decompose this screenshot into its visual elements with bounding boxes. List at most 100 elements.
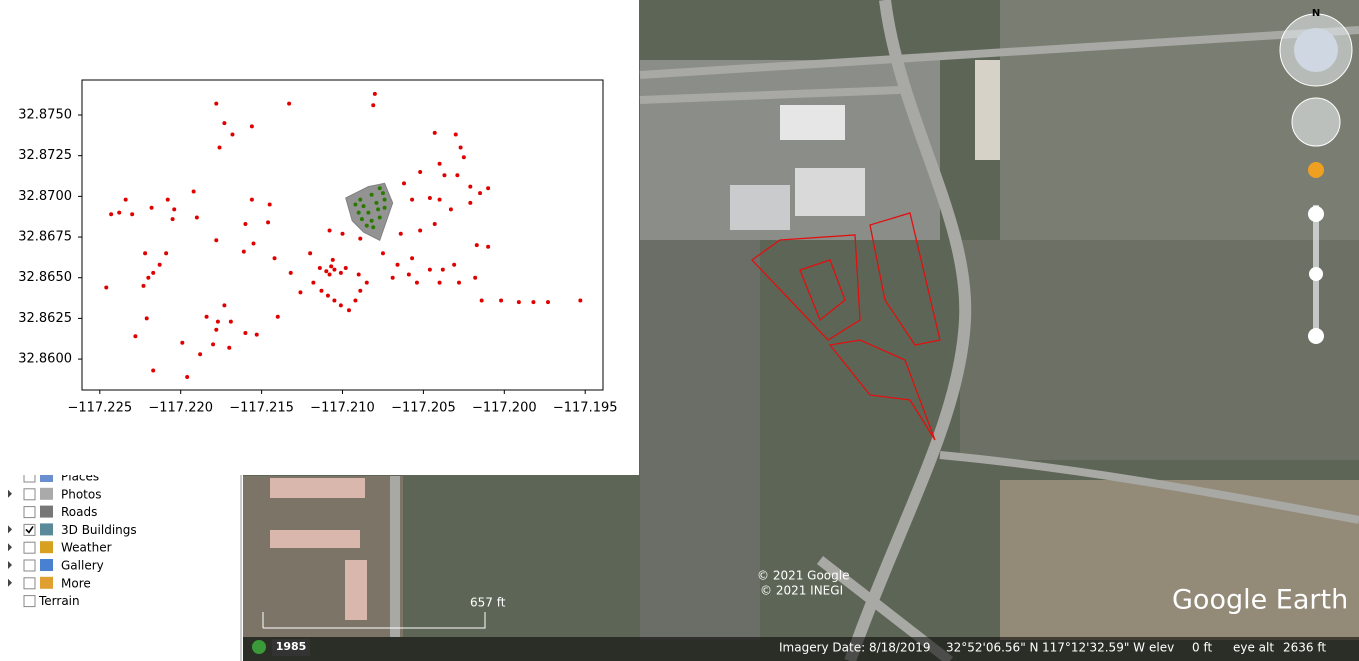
parcel [799, 259, 846, 322]
point [358, 236, 363, 241]
point [410, 256, 415, 261]
layer-label[interactable]: 3D Buildings [61, 523, 137, 537]
street-view-pegman[interactable] [1308, 162, 1324, 178]
checkbox[interactable] [23, 523, 36, 536]
zoom-out[interactable] [1308, 328, 1324, 344]
y-tick-label: 32.8625 [18, 311, 72, 326]
point [123, 197, 128, 202]
point [432, 222, 437, 227]
point [499, 298, 504, 303]
point [217, 145, 222, 150]
point [437, 161, 442, 166]
point [442, 173, 447, 178]
layer-label[interactable]: Photos [61, 487, 101, 501]
checkbox[interactable] [23, 506, 36, 519]
point [410, 197, 415, 202]
point [353, 298, 358, 303]
point [358, 288, 363, 293]
zoom-thumb[interactable] [1309, 267, 1323, 281]
point [151, 368, 156, 373]
satellite-map[interactable]: N © 2021 Google © 2021 INEGI Google Eart… [243, 0, 1359, 661]
point [377, 215, 382, 220]
building [795, 168, 865, 216]
point [266, 220, 271, 225]
expand-arrow[interactable] [8, 561, 12, 569]
layer-label[interactable]: Terrain [38, 594, 80, 608]
checkbox[interactable] [23, 577, 36, 590]
point [427, 195, 432, 200]
parcel-outlines [751, 212, 941, 441]
checkmark [25, 525, 34, 534]
checkbox[interactable] [23, 488, 36, 501]
point [308, 251, 313, 256]
point [133, 334, 138, 339]
move-control[interactable] [1291, 97, 1341, 147]
x-tick-label: −117.215 [229, 401, 294, 416]
point [249, 197, 254, 202]
point [453, 132, 458, 137]
point [172, 207, 177, 212]
expand-arrow[interactable] [8, 543, 12, 552]
point [452, 262, 457, 267]
residential-area [640, 240, 760, 640]
point [214, 327, 219, 332]
layer-label[interactable]: Gallery [61, 559, 104, 573]
y-tick-label: 32.8725 [18, 148, 72, 163]
point [298, 290, 303, 295]
point [455, 173, 460, 178]
residential-area [1000, 480, 1359, 640]
point [109, 212, 114, 217]
zoom-in[interactable] [1308, 206, 1324, 222]
point [327, 272, 332, 277]
y-tick-label: 32.8750 [18, 107, 72, 122]
point [104, 285, 109, 290]
point [222, 121, 227, 126]
expand-arrow[interactable] [8, 525, 12, 534]
point [191, 189, 196, 194]
point [531, 300, 536, 305]
point [486, 244, 491, 249]
history-icon[interactable] [252, 640, 266, 654]
point [545, 300, 550, 305]
layer-icon [40, 559, 53, 571]
eye-alt-value: 2636 ft [1283, 641, 1326, 655]
point [325, 293, 330, 298]
layer-label[interactable]: More [61, 576, 91, 590]
point [456, 280, 461, 285]
point [398, 231, 403, 236]
point [165, 197, 170, 202]
point [440, 267, 445, 272]
point [382, 205, 387, 210]
road [939, 451, 1359, 524]
point [117, 210, 122, 215]
layer-label[interactable]: Weather [61, 541, 112, 555]
point [332, 267, 337, 272]
checkbox[interactable] [23, 595, 36, 608]
checkbox[interactable] [23, 541, 36, 554]
point [376, 207, 381, 212]
look-joystick[interactable] [1294, 28, 1338, 72]
point [180, 340, 185, 345]
layer-label[interactable]: Roads [61, 505, 97, 519]
point [311, 280, 316, 285]
building [345, 560, 367, 620]
point [353, 202, 358, 207]
checkbox[interactable] [23, 559, 36, 572]
history-year[interactable]: 1985 [276, 640, 307, 653]
point [204, 314, 209, 319]
point [448, 207, 453, 212]
expand-arrow[interactable] [8, 489, 12, 498]
point [369, 192, 374, 197]
layer-icon [40, 576, 53, 589]
point [338, 303, 343, 308]
history-year-box[interactable] [272, 639, 310, 656]
point [330, 257, 335, 262]
point [222, 303, 227, 308]
point [317, 265, 322, 270]
scale-bar [262, 612, 486, 629]
point [395, 262, 400, 267]
elev-value: 0 ft [1192, 641, 1212, 655]
expand-arrow[interactable] [8, 578, 12, 587]
longitude: 117°12'32.59" W [1042, 641, 1145, 655]
point [364, 280, 369, 285]
